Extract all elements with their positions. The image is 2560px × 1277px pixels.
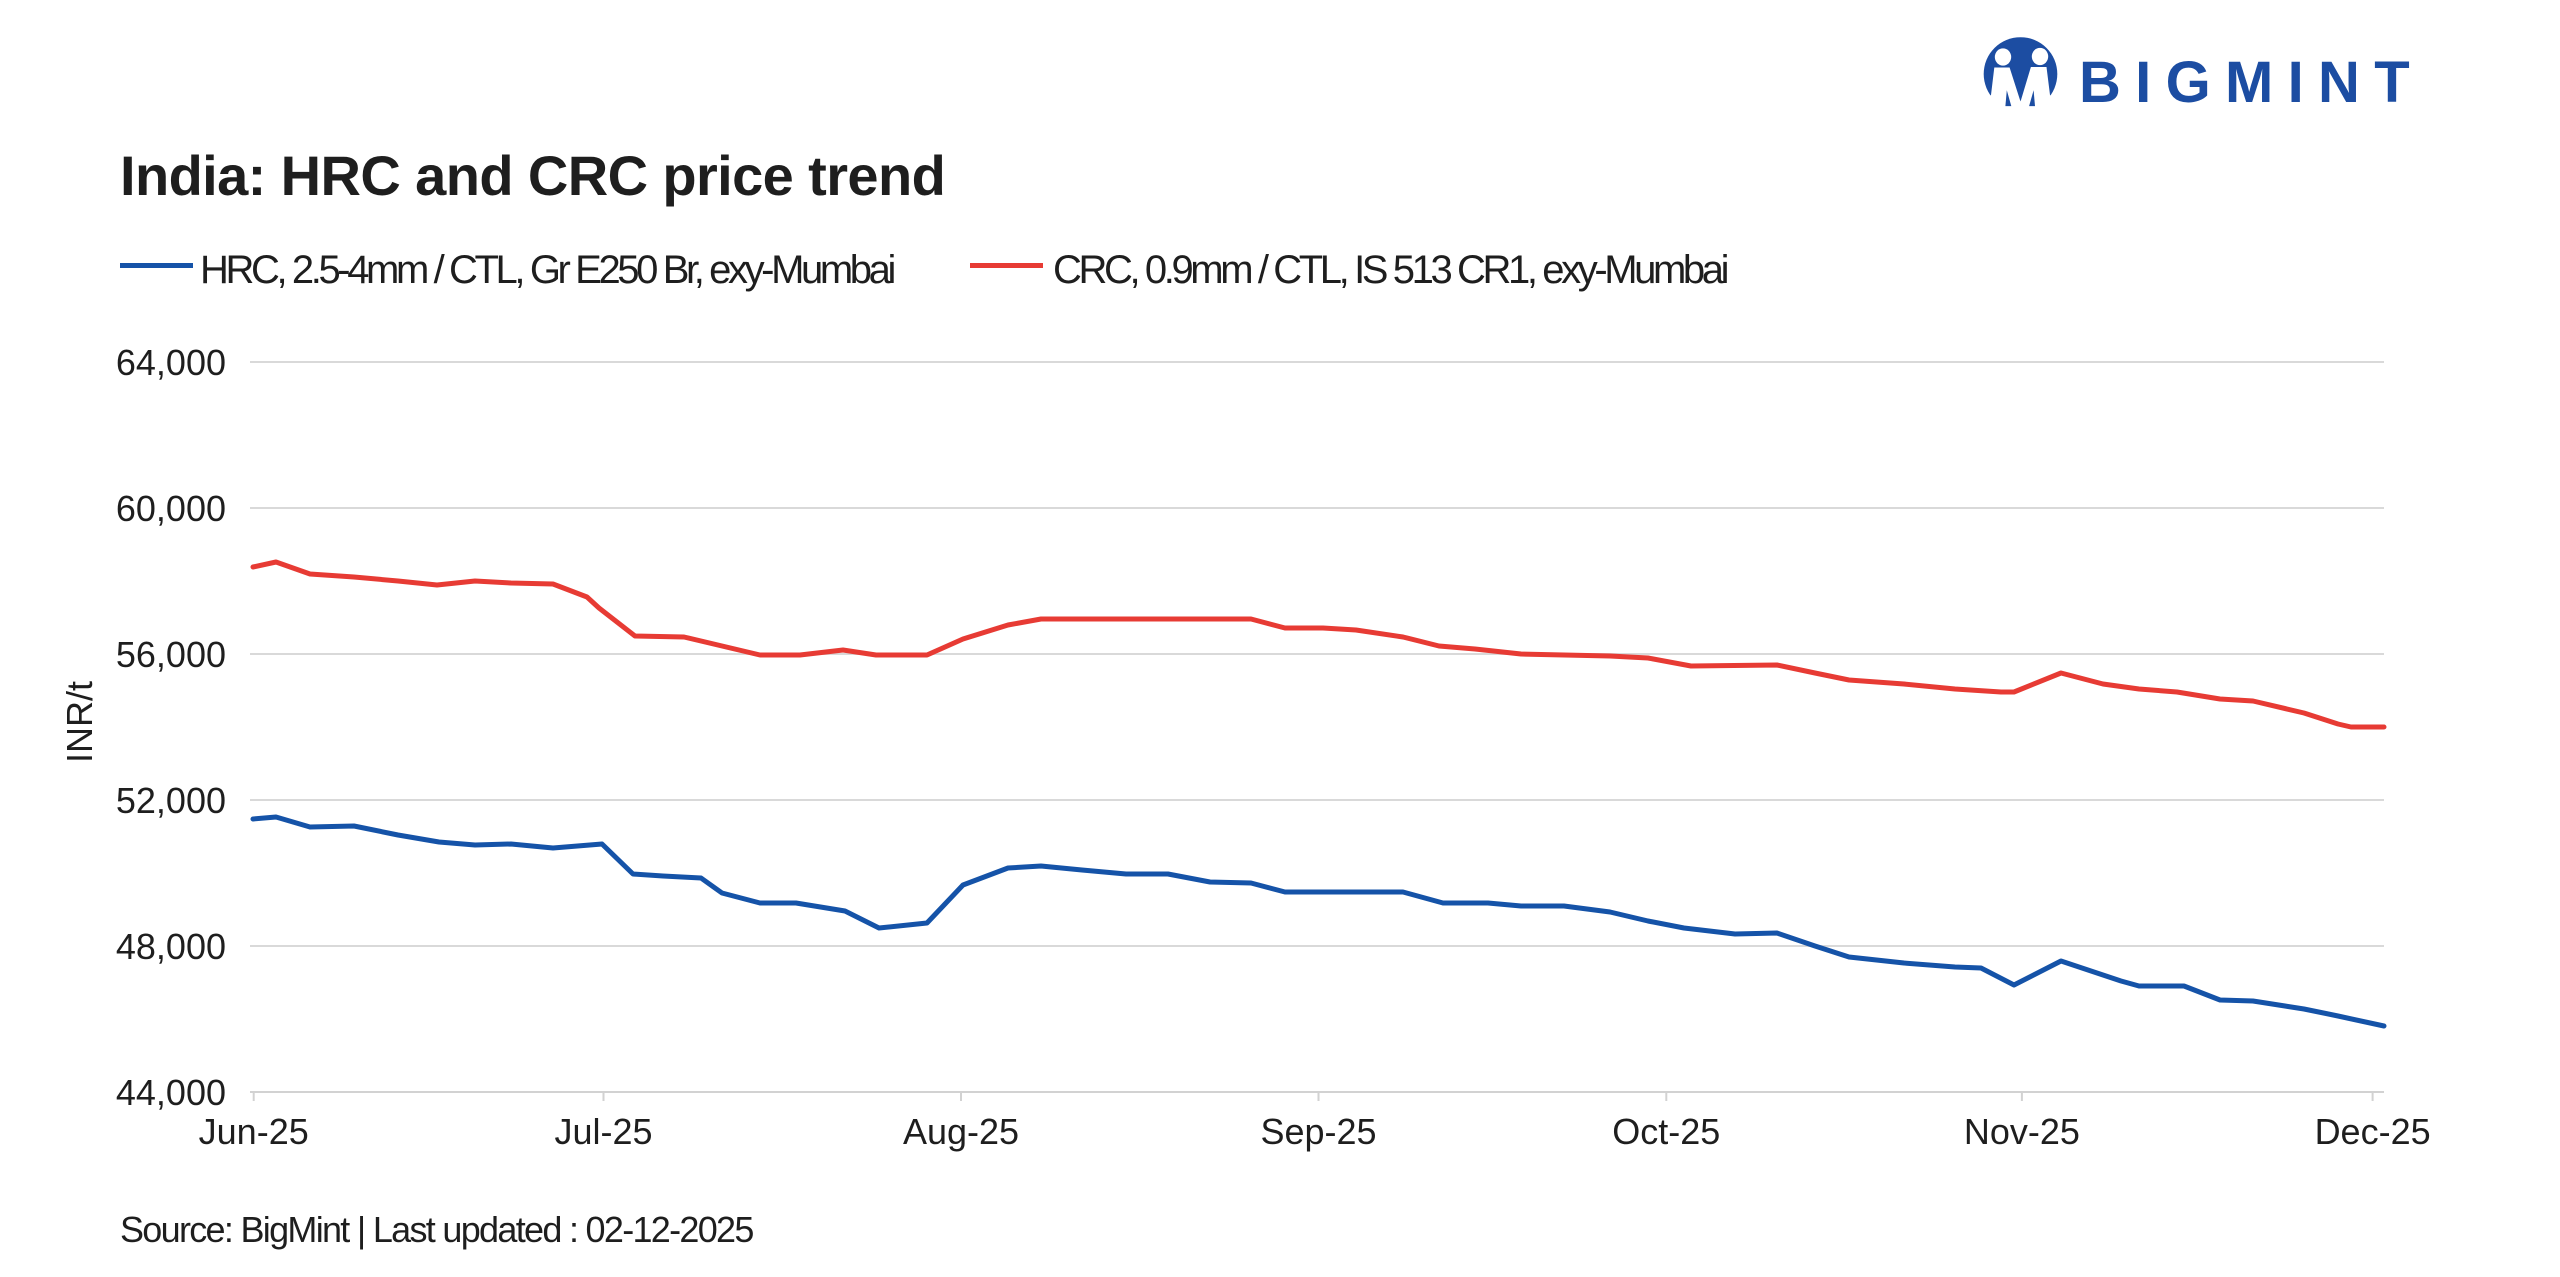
- svg-text:INR/t: INR/t: [59, 681, 100, 763]
- svg-text:Jul-25: Jul-25: [554, 1111, 652, 1152]
- svg-text:Jun-25: Jun-25: [199, 1111, 309, 1152]
- svg-text:Aug-25: Aug-25: [903, 1111, 1019, 1152]
- svg-text:56,000: 56,000: [116, 634, 226, 675]
- svg-text:Nov-25: Nov-25: [1964, 1111, 2080, 1152]
- svg-text:64,000: 64,000: [116, 342, 226, 383]
- svg-text:60,000: 60,000: [116, 488, 226, 529]
- svg-text:52,000: 52,000: [116, 780, 226, 821]
- svg-text:Oct-25: Oct-25: [1612, 1111, 1720, 1152]
- svg-text:Dec-25: Dec-25: [2315, 1111, 2431, 1152]
- svg-text:44,000: 44,000: [116, 1072, 226, 1113]
- svg-text:Sep-25: Sep-25: [1260, 1111, 1376, 1152]
- svg-text:48,000: 48,000: [116, 926, 226, 967]
